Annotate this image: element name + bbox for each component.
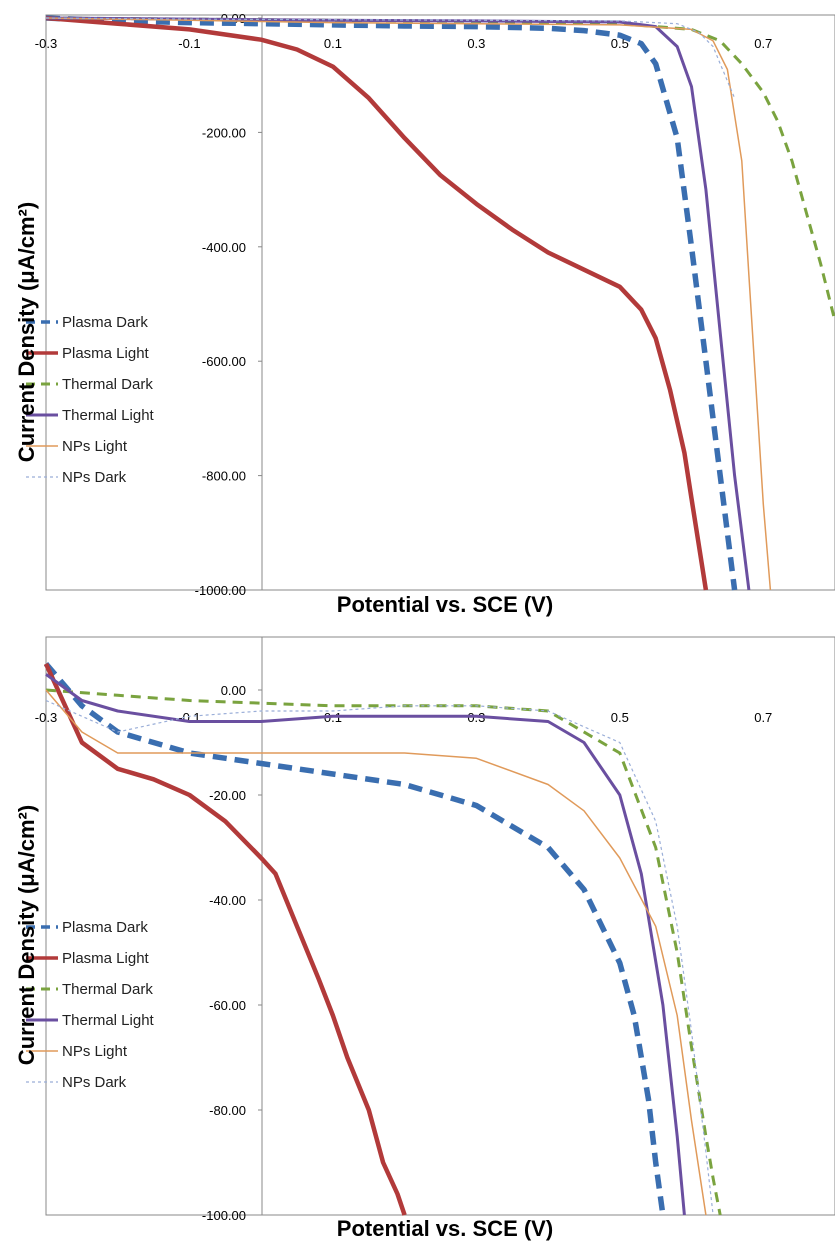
- y-tick-label: -100.00: [202, 1208, 246, 1223]
- legend-label: Plasma Light: [62, 345, 150, 362]
- y-tick-label: -60.00: [209, 998, 246, 1013]
- y-tick-label: -40.00: [209, 893, 246, 908]
- series-line-plasma-dark: [43, 662, 666, 1216]
- series-line-nps-light: [45, 689, 707, 1216]
- x-tick-label: 0.3: [467, 36, 485, 51]
- x-tick-label: -0.1: [178, 36, 200, 51]
- series-line-plasma-light: [45, 15, 709, 591]
- series-line-nps-dark: [45, 17, 736, 99]
- y-tick-labels: 0.00 -20.00 -40.00 -60.00 -80.00 -100.00: [202, 683, 262, 1223]
- x-tick-labels: -0.3 -0.1 0.1 0.3 0.5 0.7: [35, 36, 773, 51]
- series-line-thermal-light: [45, 16, 751, 591]
- legend-label: NPs Light: [62, 438, 128, 455]
- y-tick-label: -1000.00: [195, 583, 246, 598]
- legend-label: Plasma Dark: [62, 919, 148, 936]
- x-tick-label: 0.7: [754, 36, 772, 51]
- y-tick-label: -80.00: [209, 1103, 246, 1118]
- series-line-thermal-dark: [45, 688, 722, 1216]
- x-axis-title: Potential vs. SCE (V): [337, 592, 553, 617]
- legend-label: Plasma Dark: [62, 314, 148, 331]
- x-axis-title: Potential vs. SCE (V): [337, 1216, 553, 1241]
- series-line-nps-dark: [45, 699, 714, 1216]
- series-line-nps-light: [45, 17, 772, 591]
- legend-label: Thermal Dark: [62, 981, 153, 998]
- x-tick-label: -0.3: [35, 710, 57, 725]
- legend-label: NPs Dark: [62, 469, 127, 486]
- series-lines: [45, 15, 835, 591]
- series-line-plasma-light: [43, 662, 407, 1216]
- y-tick-label: -600.00: [202, 354, 246, 369]
- x-tick-label: 0.7: [754, 710, 772, 725]
- series-line-thermal-light: [45, 673, 686, 1216]
- plot-frame: [45, 14, 835, 591]
- chart-panel-top: 0.00-200.00-400.00-600.00-800.00-1000.00…: [14, 11, 835, 617]
- series-line-plasma-dark: [45, 15, 738, 591]
- y-axis-title: Current Density (μA/cm²): [14, 805, 39, 1065]
- legend-label: NPs Dark: [62, 1074, 127, 1091]
- y-tick-label: -200.00: [202, 125, 246, 140]
- y-tick-label: -800.00: [202, 469, 246, 484]
- y-tick-label: 0.00: [221, 683, 246, 698]
- y-tick-label: -400.00: [202, 240, 246, 255]
- y-tick-label: -20.00: [209, 788, 246, 803]
- legend-label: Plasma Light: [62, 950, 150, 967]
- series-lines: [43, 662, 722, 1216]
- legend-label: Thermal Dark: [62, 376, 153, 393]
- legend-label: NPs Light: [62, 1043, 128, 1060]
- y-axis-title: Current Density (μA/cm²): [14, 202, 39, 462]
- x-tick-label: 0.5: [611, 710, 629, 725]
- chart-panel-bottom: 0.00 -20.00 -40.00 -60.00 -80.00 -100.00 -0.3…: [14, 636, 835, 1241]
- legend: Plasma Dark Plasma Light Thermal Dark Therm…: [26, 314, 155, 486]
- x-tick-label: -0.3: [35, 36, 57, 51]
- legend-label: Thermal Light: [62, 407, 155, 424]
- legend-label: Thermal Light: [62, 1012, 155, 1029]
- legend: Plasma Dark Plasma Light Thermal Dark Therm…: [26, 919, 155, 1091]
- x-tick-label: 0.1: [324, 36, 342, 51]
